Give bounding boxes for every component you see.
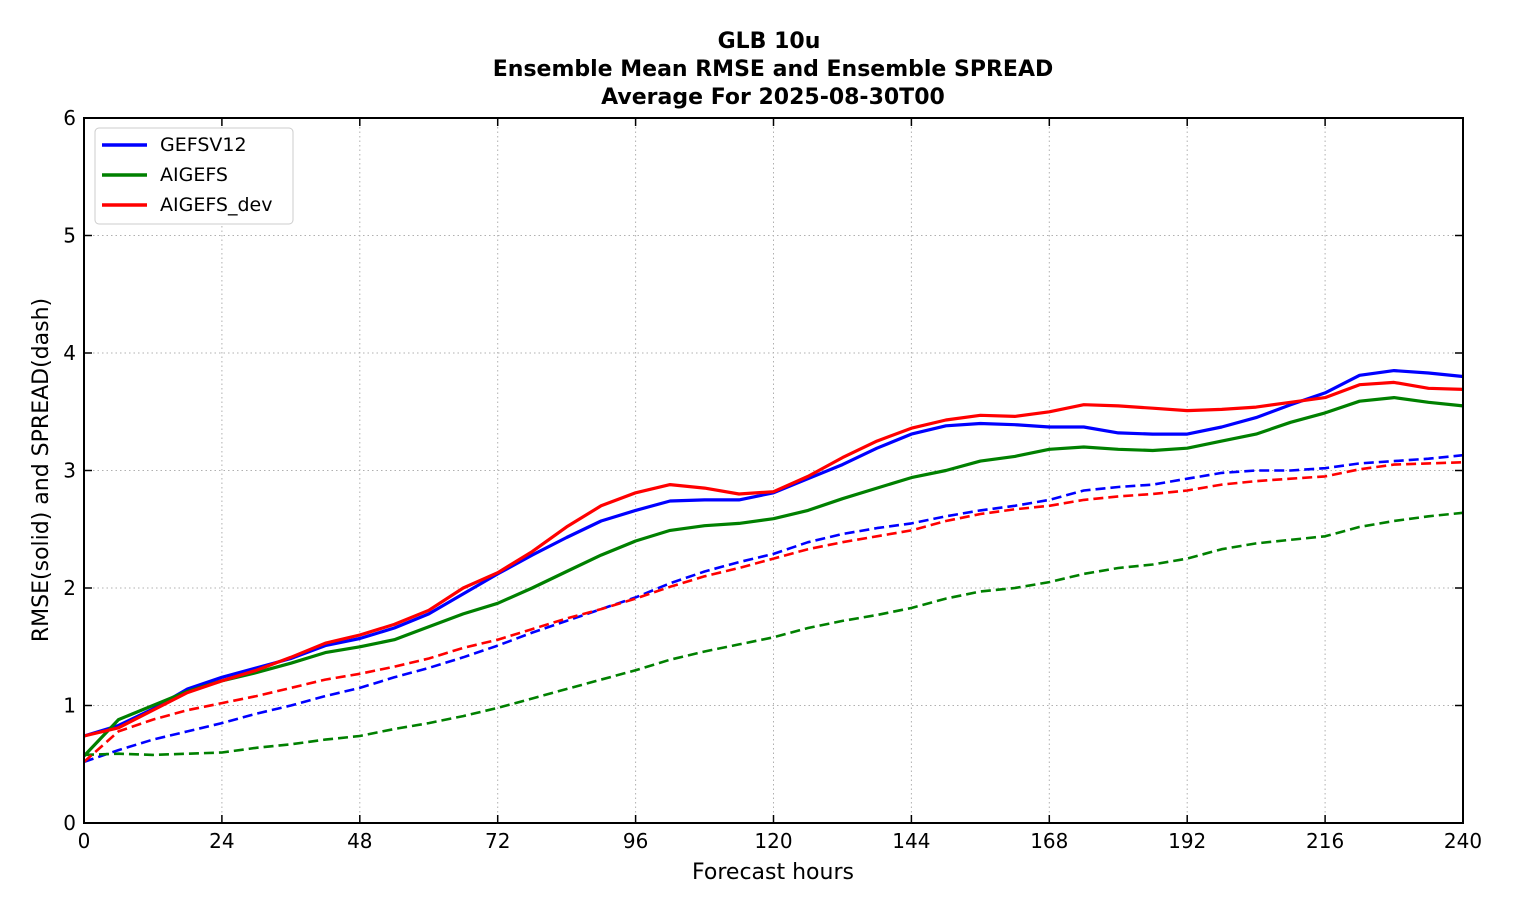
y-axis-label: RMSE(solid) and SPREAD(dash) xyxy=(29,298,54,642)
legend-label-aigefs-dev: AIGEFS_dev xyxy=(160,194,272,216)
x-tick-label: 144 xyxy=(892,829,930,853)
x-tick-label: 192 xyxy=(1168,829,1206,853)
x-axis-label: Forecast hours xyxy=(692,860,854,885)
y-tick-label: 4 xyxy=(63,341,76,365)
x-tick-label: 48 xyxy=(347,829,372,853)
x-tick-label: 216 xyxy=(1306,829,1344,853)
series-spread-aigefs-dev xyxy=(83,461,1464,763)
chart-title: GLB 10u Ensemble Mean RMSE and Ensemble … xyxy=(493,29,1053,110)
series-spread-gefsv12 xyxy=(83,453,1464,764)
y-tick-label: 0 xyxy=(63,811,76,835)
series-spread-aigefs xyxy=(83,511,1464,757)
chart-title-line-2: Ensemble Mean RMSE and Ensemble SPREAD xyxy=(493,57,1053,82)
x-tick-label: 240 xyxy=(1444,829,1482,853)
y-tick-label: 1 xyxy=(63,694,76,718)
series-layer xyxy=(82,369,1464,764)
x-tick-label: 96 xyxy=(623,829,648,853)
legend: GEFSV12 AIGEFS AIGEFS_dev xyxy=(94,127,294,225)
x-tick-label: 120 xyxy=(754,829,792,853)
y-tick-label: 2 xyxy=(63,576,76,600)
series-rmse-aigefs xyxy=(82,396,1464,758)
series-rmse-aigefs-dev xyxy=(83,380,1464,738)
legend-box xyxy=(94,127,294,225)
x-tick-label: 168 xyxy=(1030,829,1068,853)
x-tick-label: 24 xyxy=(209,829,234,853)
chart-title-line-1: GLB 10u xyxy=(718,29,821,54)
legend-label-gefsv12: GEFSV12 xyxy=(160,134,247,156)
plot-frame xyxy=(83,117,1464,824)
y-tick-label: 3 xyxy=(63,459,76,483)
x-tick-label: 0 xyxy=(78,829,91,853)
x-tick-label: 72 xyxy=(485,829,510,853)
chart-title-line-3: Average For 2025-08-30T00 xyxy=(601,85,945,110)
y-tick-label: 6 xyxy=(63,106,76,130)
legend-label-aigefs: AIGEFS xyxy=(160,164,228,186)
y-tick-label: 5 xyxy=(63,224,76,248)
